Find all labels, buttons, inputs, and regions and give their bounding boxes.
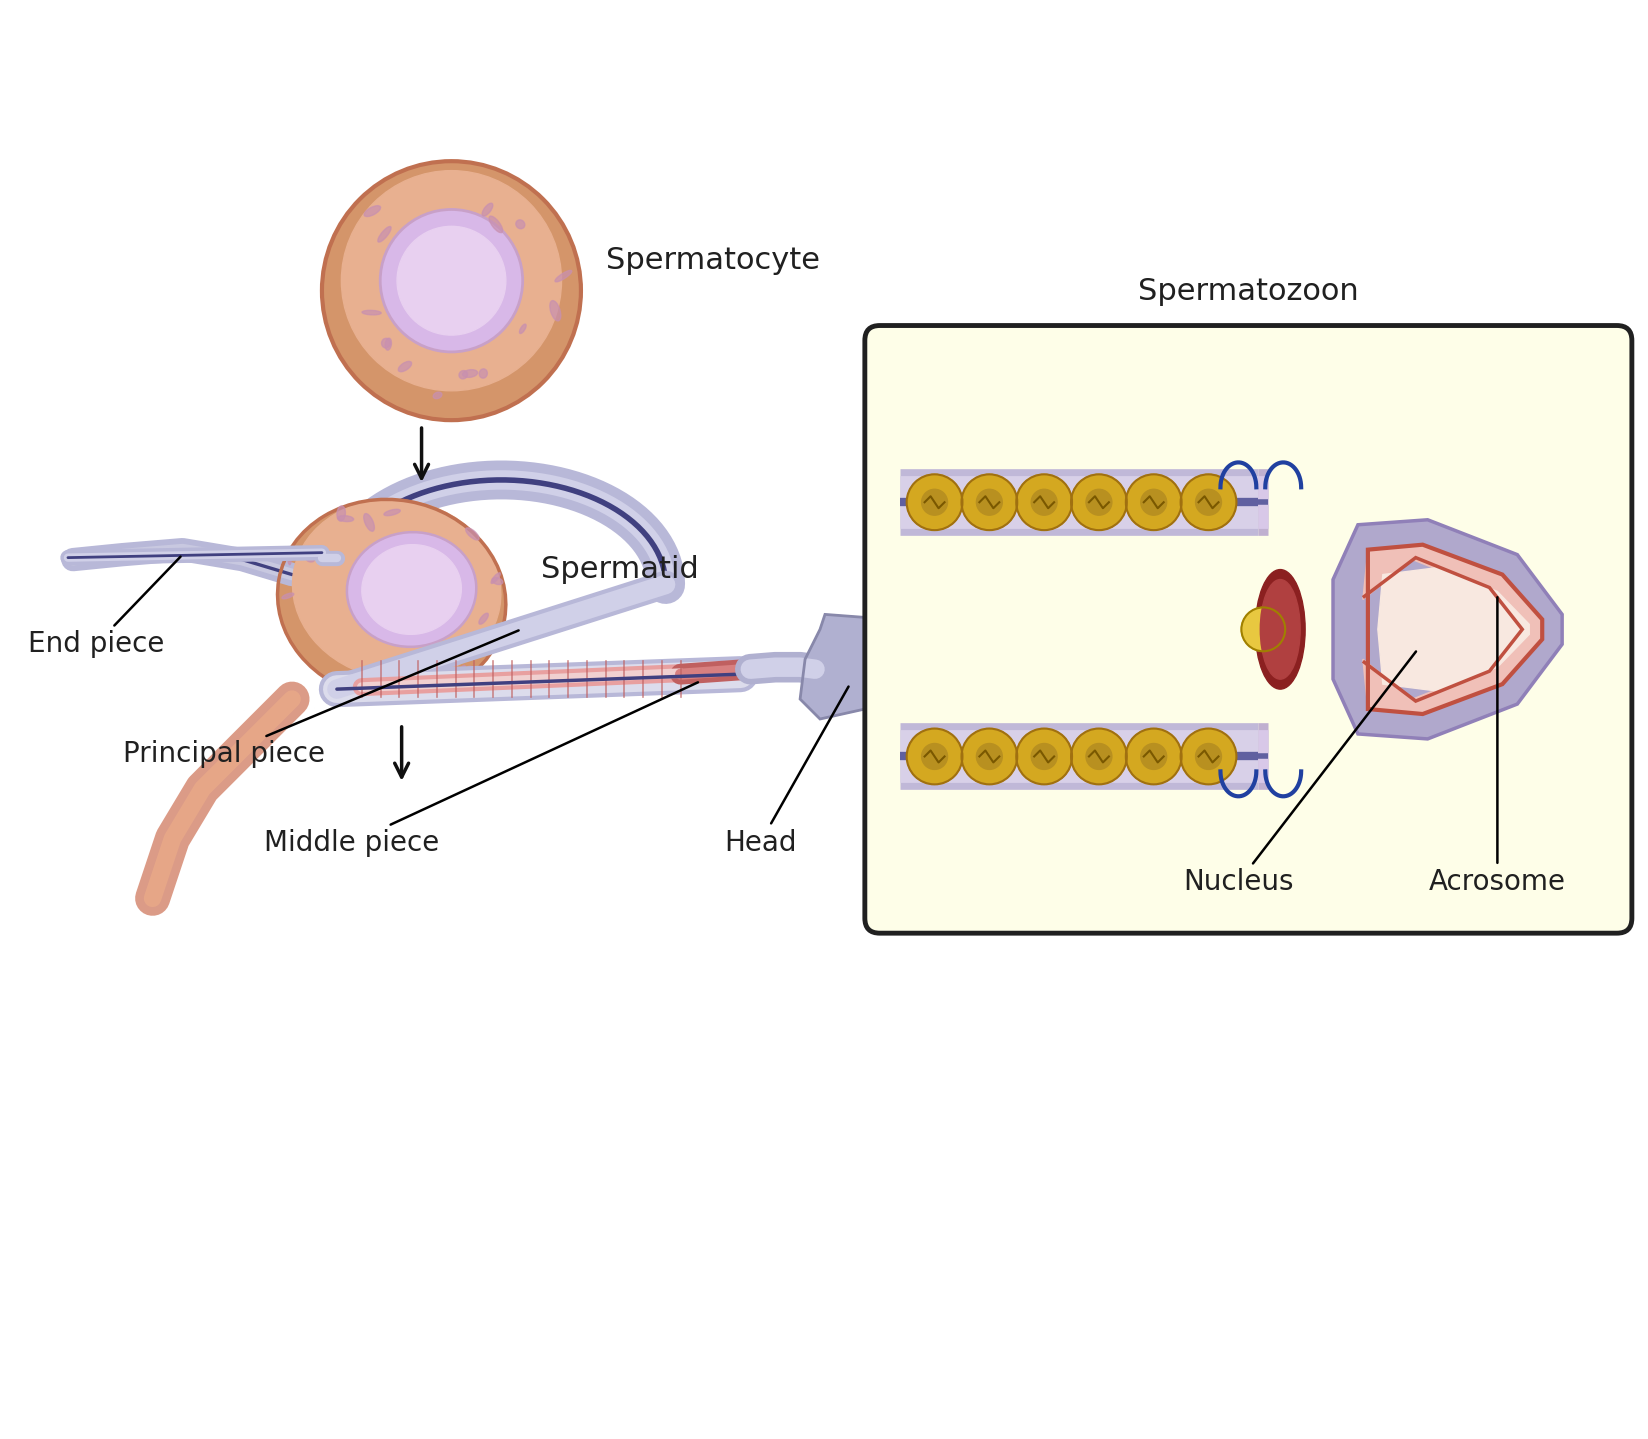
Circle shape xyxy=(1032,744,1056,770)
Text: Head: Head xyxy=(723,686,849,856)
Ellipse shape xyxy=(555,271,572,282)
Ellipse shape xyxy=(483,203,493,216)
Circle shape xyxy=(1126,728,1182,784)
Ellipse shape xyxy=(1256,570,1305,689)
Circle shape xyxy=(1071,728,1127,784)
Ellipse shape xyxy=(377,226,391,242)
Circle shape xyxy=(961,475,1017,530)
Ellipse shape xyxy=(480,613,488,625)
Ellipse shape xyxy=(428,691,437,698)
Circle shape xyxy=(341,171,562,391)
Circle shape xyxy=(921,744,948,770)
Text: Spermatozoon: Spermatozoon xyxy=(1139,276,1358,305)
Circle shape xyxy=(1126,475,1182,530)
Circle shape xyxy=(1140,489,1167,515)
Circle shape xyxy=(1032,489,1056,515)
Ellipse shape xyxy=(466,666,475,675)
Circle shape xyxy=(1140,744,1167,770)
Ellipse shape xyxy=(384,509,400,515)
Text: Middle piece: Middle piece xyxy=(264,682,699,856)
Circle shape xyxy=(1086,744,1112,770)
Circle shape xyxy=(1071,475,1127,530)
Ellipse shape xyxy=(550,301,560,321)
Ellipse shape xyxy=(466,528,480,540)
Text: Principal piece: Principal piece xyxy=(122,630,519,768)
Ellipse shape xyxy=(386,338,392,350)
Ellipse shape xyxy=(489,216,503,233)
Text: Acrosome: Acrosome xyxy=(1429,597,1566,896)
Ellipse shape xyxy=(282,593,293,599)
Ellipse shape xyxy=(277,499,506,699)
Polygon shape xyxy=(1363,545,1543,714)
Ellipse shape xyxy=(364,206,381,216)
Circle shape xyxy=(397,226,506,335)
Ellipse shape xyxy=(480,368,488,378)
Ellipse shape xyxy=(1261,580,1300,679)
Text: Nucleus: Nucleus xyxy=(1183,652,1416,896)
Ellipse shape xyxy=(363,544,461,635)
Circle shape xyxy=(1180,475,1236,530)
Ellipse shape xyxy=(287,547,292,564)
Ellipse shape xyxy=(491,573,501,583)
Ellipse shape xyxy=(338,515,354,521)
Circle shape xyxy=(906,475,962,530)
Circle shape xyxy=(1086,489,1112,515)
Circle shape xyxy=(961,728,1017,784)
Circle shape xyxy=(1017,728,1073,784)
Circle shape xyxy=(1241,607,1285,652)
Circle shape xyxy=(1017,475,1073,530)
Circle shape xyxy=(976,744,1002,770)
Ellipse shape xyxy=(458,665,465,675)
Circle shape xyxy=(976,489,1002,515)
Circle shape xyxy=(1195,489,1221,515)
Ellipse shape xyxy=(463,370,478,377)
Ellipse shape xyxy=(433,393,442,399)
Circle shape xyxy=(1180,728,1236,784)
Ellipse shape xyxy=(307,557,315,563)
Ellipse shape xyxy=(519,324,526,334)
Ellipse shape xyxy=(363,311,381,315)
Circle shape xyxy=(381,210,522,353)
Polygon shape xyxy=(1333,519,1562,738)
Ellipse shape xyxy=(364,514,374,531)
Text: Spermatocyte: Spermatocyte xyxy=(606,246,819,275)
Ellipse shape xyxy=(493,577,503,584)
Polygon shape xyxy=(1378,567,1529,691)
Circle shape xyxy=(1195,744,1221,770)
Ellipse shape xyxy=(346,532,476,648)
Ellipse shape xyxy=(292,499,501,679)
Circle shape xyxy=(321,161,582,420)
Circle shape xyxy=(921,489,948,515)
Text: Spermatid: Spermatid xyxy=(541,555,699,584)
Polygon shape xyxy=(799,614,920,720)
Text: End piece: End piece xyxy=(28,557,181,658)
FancyBboxPatch shape xyxy=(865,325,1632,932)
Ellipse shape xyxy=(460,371,468,378)
Ellipse shape xyxy=(382,338,391,348)
Ellipse shape xyxy=(516,220,524,229)
Circle shape xyxy=(906,728,962,784)
Ellipse shape xyxy=(336,507,346,521)
Ellipse shape xyxy=(399,361,412,371)
